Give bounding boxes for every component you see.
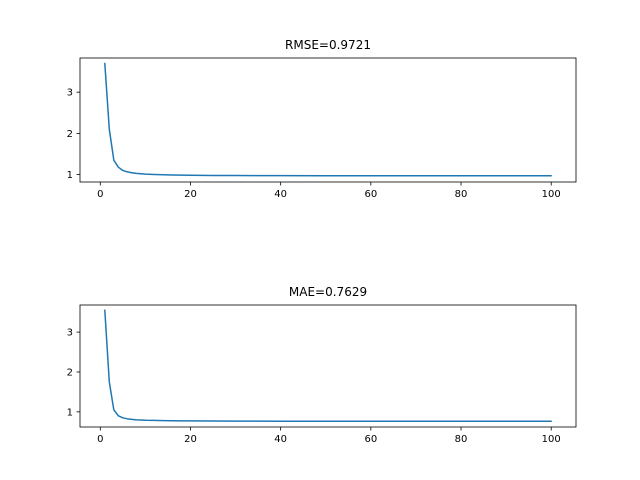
rmse-subplot: RMSE=0.9721 0 20 40 60 80 100 1 2 3 — [67, 38, 577, 200]
rmse-x-tick-label: 80 — [455, 189, 468, 200]
mae-axes-frame — [79, 304, 577, 428]
mae-x-tick-label: 0 — [97, 434, 103, 445]
mae-x-tick-label: 80 — [455, 434, 468, 445]
mae-y-tick-label: 2 — [67, 367, 73, 378]
rmse-x-tick-label: 100 — [542, 189, 561, 200]
rmse-y-tick-label: 1 — [67, 170, 73, 181]
mae-x-tick-label: 20 — [184, 434, 197, 445]
mae-y-tick-label: 1 — [67, 407, 73, 418]
rmse-title: RMSE=0.9721 — [285, 38, 371, 52]
mae-subplot: MAE=0.7629 0 20 40 60 80 100 1 2 3 — [67, 285, 577, 445]
rmse-x-tick-label: 0 — [97, 189, 103, 200]
rmse-x-tick-label: 60 — [364, 189, 377, 200]
rmse-x-tick-label: 20 — [184, 189, 197, 200]
rmse-y-tick-label: 3 — [67, 88, 73, 99]
rmse-y-tick-label: 2 — [67, 129, 73, 140]
rmse-series-line — [104, 62, 552, 177]
mae-series-line — [104, 309, 552, 423]
mae-x-tick-label: 100 — [542, 434, 561, 445]
mae-x-tick-label: 60 — [364, 434, 377, 445]
rmse-x-tick-label: 40 — [274, 189, 287, 200]
mae-x-tick-label: 40 — [274, 434, 287, 445]
mae-y-tick-label: 3 — [67, 328, 73, 339]
rmse-axes-frame — [79, 57, 577, 183]
mae-title: MAE=0.7629 — [289, 285, 367, 299]
